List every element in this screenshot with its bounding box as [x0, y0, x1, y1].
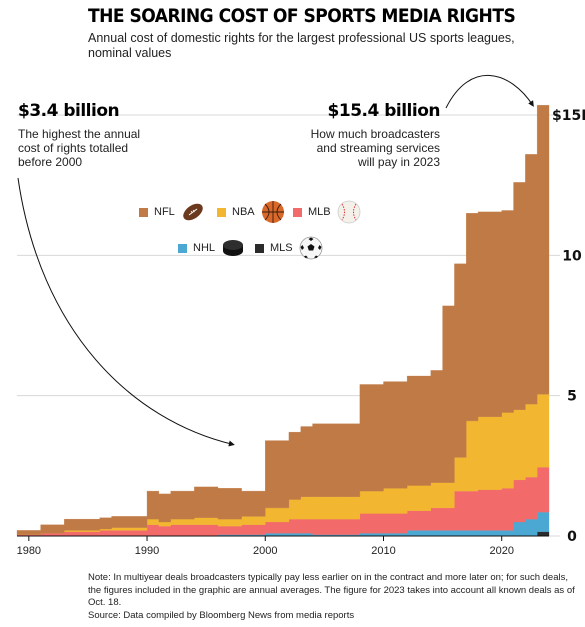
annotation-right-text: How much broadcasters and streaming serv… — [310, 127, 440, 169]
baseball-icon — [337, 200, 361, 224]
y-tick-label: 5 — [567, 389, 577, 405]
legend-label-mlb: MLB — [308, 206, 331, 218]
x-tick-label: 2000 — [253, 545, 277, 557]
nhl-swatch — [178, 243, 187, 253]
y-tick-label: 0 — [567, 529, 577, 545]
legend-label-mls: MLS — [270, 242, 293, 254]
y-tick-label: 10 — [562, 248, 582, 264]
annotation-left-head: $3.4 billion — [18, 101, 120, 121]
source-text: Source: Data compiled by Bloomberg News … — [88, 609, 355, 621]
soccer-ball-icon — [299, 236, 323, 260]
annotation-arrow-left — [17, 177, 235, 447]
annotation-left-text: The highest the annual cost of rights to… — [18, 127, 141, 169]
area-nfl — [16, 105, 550, 535]
basketball-icon — [261, 201, 284, 223]
mlb-swatch — [293, 207, 302, 217]
y-tick-label: $15B — [552, 108, 585, 124]
mls-swatch — [255, 243, 264, 253]
hockey-puck-icon — [223, 240, 244, 256]
page-title: THE SOARING COST OF SPORTS MEDIA RIGHTS — [88, 5, 516, 27]
legend-item-nhl: NHL — [178, 236, 245, 260]
legend-item-nfl: NFL — [139, 200, 205, 224]
area-series — [16, 105, 550, 537]
legend-item-mlb: MLB — [293, 200, 361, 224]
x-tick-label: 1990 — [135, 545, 159, 557]
annotation-right-head: $15.4 billion — [327, 101, 441, 121]
axes: 0 5 10 $15B 1980 1990 2000 2010 2020 — [17, 108, 585, 557]
legend-label-nfl: NFL — [154, 206, 175, 218]
annotation-arrows — [17, 74, 534, 447]
chart-subtitle: Annual cost of domestic rights for the l… — [88, 31, 515, 60]
x-tick-label: 1980 — [17, 545, 41, 557]
legend-item-mls: MLS — [255, 236, 323, 260]
legend-label-nba: NBA — [232, 206, 255, 218]
legend-item-nba: NBA — [217, 200, 285, 224]
nfl-swatch — [139, 207, 148, 217]
nba-swatch — [217, 207, 226, 217]
note-text: Note: In multiyear deals broadcasters ty… — [88, 572, 575, 608]
x-tick-label: 2020 — [489, 545, 513, 557]
football-icon — [183, 203, 203, 221]
x-tick-label: 2010 — [371, 545, 395, 557]
annotation-arrow-right — [445, 74, 534, 109]
footnotes: Note: In multiyear deals broadcasters ty… — [88, 572, 578, 622]
legend-label-nhl: NHL — [193, 242, 216, 254]
